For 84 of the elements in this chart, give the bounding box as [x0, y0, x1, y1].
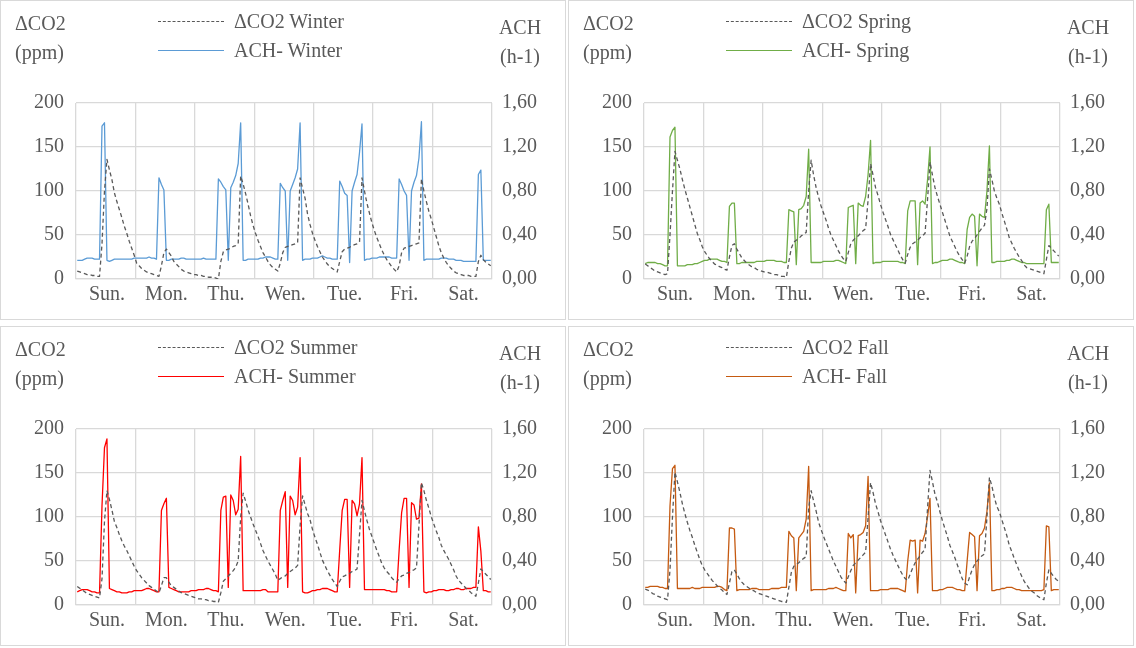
y-axis-title: ΔCO2 (ppm) [583, 11, 635, 66]
y-axis-title: ΔCO2 (ppm) [583, 337, 635, 392]
x-tick-label: Mon. [144, 282, 188, 305]
y-tick-label: 150 [602, 460, 632, 483]
x-tick-label: Sat. [1016, 282, 1047, 305]
x-tick-label: Sun. [88, 282, 126, 305]
y-tick-label: 200 [34, 90, 64, 113]
y-tick-label: 150 [34, 460, 64, 483]
y2-axis-title: ACH (h-1) [497, 341, 543, 396]
y-axis-title: ΔCO2 (ppm) [15, 337, 67, 392]
y2-tick-label: 1,20 [502, 134, 537, 157]
y-tick-label: 100 [602, 178, 632, 201]
x-tick-label: Tue. [894, 608, 931, 631]
y2-tick-label: 1,20 [502, 460, 537, 483]
y-tick-label: 150 [602, 134, 632, 157]
y2-tick-label: 1,20 [1070, 134, 1105, 157]
x-tick-label: Sun. [88, 608, 126, 631]
y-tick-label: 100 [34, 178, 64, 201]
x-tick-label: Fri. [957, 608, 987, 631]
x-tick-label: Mon. [712, 608, 756, 631]
x-tick-label: Fri. [389, 608, 419, 631]
y-tick-label: 50 [44, 222, 64, 245]
y2-tick-label: 1,60 [1070, 416, 1105, 439]
y-tick-label: 0 [622, 592, 632, 615]
x-tick-label: Fri. [957, 282, 987, 305]
y-tick-label: 50 [612, 548, 632, 571]
y2-tick-label: 1,60 [502, 416, 537, 439]
y-tick-label: 50 [44, 548, 64, 571]
y2-axis-title: ACH (h-1) [497, 15, 543, 70]
legend-label: ACH- Summer [234, 364, 356, 389]
y2-tick-label: 0,00 [502, 592, 537, 615]
legend-label: ACH- Fall [802, 364, 887, 389]
y2-tick-label: 0,40 [1070, 548, 1105, 571]
y2-tick-label: 0,80 [1070, 504, 1105, 527]
x-tick-label: Fri. [389, 282, 419, 305]
x-tick-label: Wen. [264, 282, 306, 305]
x-tick-label: Wen. [832, 282, 874, 305]
x-tick-label: Mon. [144, 608, 188, 631]
legend-label: ΔCO2 Winter [234, 9, 345, 34]
y-tick-label: 200 [34, 416, 64, 439]
x-tick-label: Wen. [264, 608, 306, 631]
legend-label: ΔCO2 Summer [234, 335, 358, 360]
y2-axis-title: ACH (h-1) [1065, 341, 1111, 396]
y2-tick-label: 1,60 [1070, 90, 1105, 113]
y-tick-label: 0 [54, 592, 64, 615]
x-tick-label: Mon. [712, 282, 756, 305]
y-tick-label: 0 [54, 266, 64, 289]
x-tick-label: Thu. [207, 282, 245, 305]
legend-label: ACH- Spring [802, 38, 910, 64]
x-tick-label: Tue. [326, 608, 363, 631]
y-tick-label: 200 [602, 90, 632, 113]
y2-tick-label: 0,40 [1070, 222, 1105, 245]
x-tick-label: Sat. [1016, 608, 1047, 631]
x-tick-label: Thu. [775, 282, 813, 305]
x-tick-label: Sat. [448, 608, 479, 631]
y2-tick-label: 0,40 [502, 222, 537, 245]
y-tick-label: 200 [602, 416, 632, 439]
y2-tick-label: 1,60 [502, 90, 537, 113]
y-tick-label: 100 [602, 504, 632, 527]
y-tick-label: 0 [622, 266, 632, 289]
y2-tick-label: 0,00 [502, 266, 537, 289]
x-tick-label: Tue. [326, 282, 363, 305]
y2-tick-label: 0,00 [1070, 592, 1105, 615]
y2-tick-label: 1,20 [1070, 460, 1105, 483]
y-tick-label: 100 [34, 504, 64, 527]
y2-tick-label: 0,80 [502, 504, 537, 527]
y-tick-label: 50 [612, 222, 632, 245]
legend-label: ACH- Winter [234, 38, 343, 63]
x-tick-label: Sun. [656, 608, 694, 631]
y-tick-label: 150 [34, 134, 64, 157]
y2-tick-label: 0,80 [502, 178, 537, 201]
y2-tick-label: 0,40 [502, 548, 537, 571]
x-tick-label: Sat. [448, 282, 479, 305]
y-axis-title: ΔCO2 (ppm) [15, 11, 67, 66]
x-tick-label: Thu. [775, 608, 813, 631]
x-tick-label: Thu. [207, 608, 245, 631]
legend-label: ΔCO2 Spring [802, 9, 911, 35]
y2-axis-title: ACH (h-1) [1065, 15, 1111, 70]
x-tick-label: Tue. [894, 282, 931, 305]
legend-label: ΔCO2 Fall [802, 335, 889, 360]
y2-tick-label: 0,00 [1070, 266, 1105, 289]
y2-tick-label: 0,80 [1070, 178, 1105, 201]
x-tick-label: Sun. [656, 282, 694, 305]
x-tick-label: Wen. [832, 608, 874, 631]
